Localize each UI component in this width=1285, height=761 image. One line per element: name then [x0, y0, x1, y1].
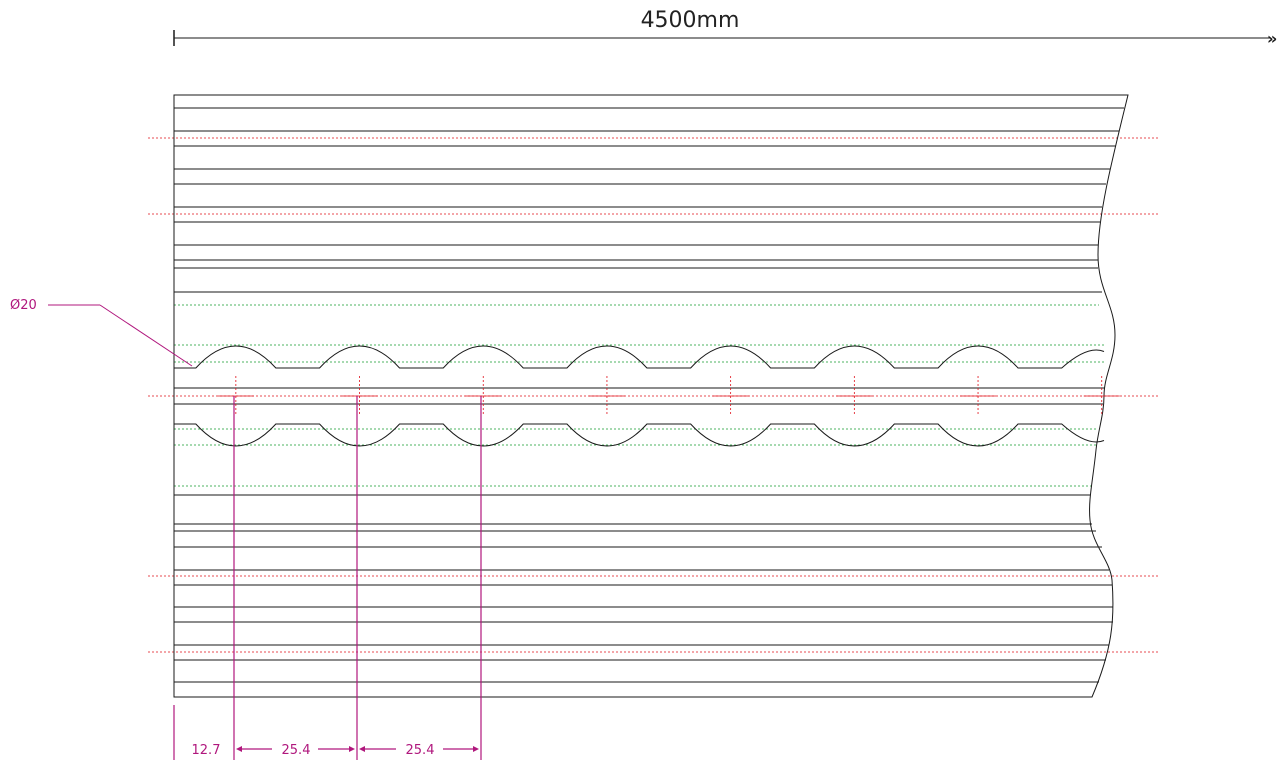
part-outline — [173, 94, 1129, 698]
arrowhead — [473, 746, 479, 752]
pitch-label-1: 25.4 — [282, 743, 311, 758]
pitch-label-2: 25.4 — [406, 743, 435, 758]
overall-length-label: 4500mm — [641, 8, 740, 33]
callout-leader — [99, 304, 193, 367]
arrowhead — [359, 746, 365, 752]
arrowhead — [349, 746, 355, 752]
hole-diameter-label: Ø20 — [10, 298, 37, 313]
outer-boundary — [173, 94, 1129, 698]
upper-scallop-edge — [174, 345, 1105, 369]
double-chevron-right-icon: » — [1267, 29, 1277, 48]
arrowhead — [236, 746, 242, 752]
pitch-arrowheads — [236, 746, 479, 752]
pitch-dimensions — [173, 396, 482, 760]
upper-hole-profile — [174, 345, 1105, 369]
centerlines — [148, 137, 1160, 653]
lower-hole-profile — [174, 423, 1105, 447]
lower-scallop-edge — [174, 423, 1105, 447]
first-offset-label: 12.7 — [192, 743, 221, 758]
hidden-lines — [174, 304, 1106, 487]
overall-length-dimension: » 4500mm — [173, 8, 1277, 48]
hole-diameter-callout: Ø20 — [10, 298, 193, 367]
hole-center-marks — [217, 376, 1120, 416]
